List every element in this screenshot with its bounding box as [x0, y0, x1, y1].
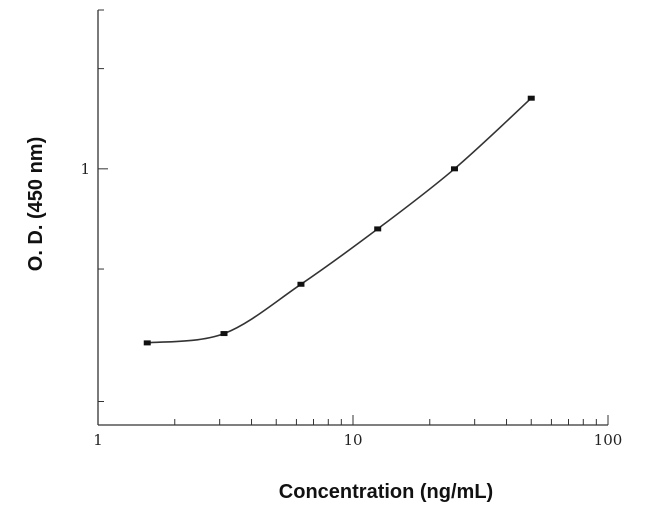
- data-points: [143, 95, 535, 346]
- y-tick-label: 1: [80, 160, 90, 178]
- fit-curve: [147, 97, 532, 344]
- data-point: [143, 340, 151, 346]
- x-tick-label: 10: [343, 431, 362, 449]
- data-point: [450, 166, 458, 172]
- y-axis-title: O. D. (450 nm): [25, 137, 47, 271]
- x-axis-title: Concentration (ng/mL): [279, 481, 493, 503]
- data-point: [297, 281, 305, 287]
- x-tick-label: 1: [93, 431, 103, 449]
- data-point: [374, 226, 382, 232]
- data-point: [527, 95, 535, 101]
- ticks: 1 10 100 1: [80, 9, 623, 449]
- axes: [97, 10, 608, 426]
- data-point: [220, 331, 228, 337]
- x-tick-label: 100: [594, 431, 623, 449]
